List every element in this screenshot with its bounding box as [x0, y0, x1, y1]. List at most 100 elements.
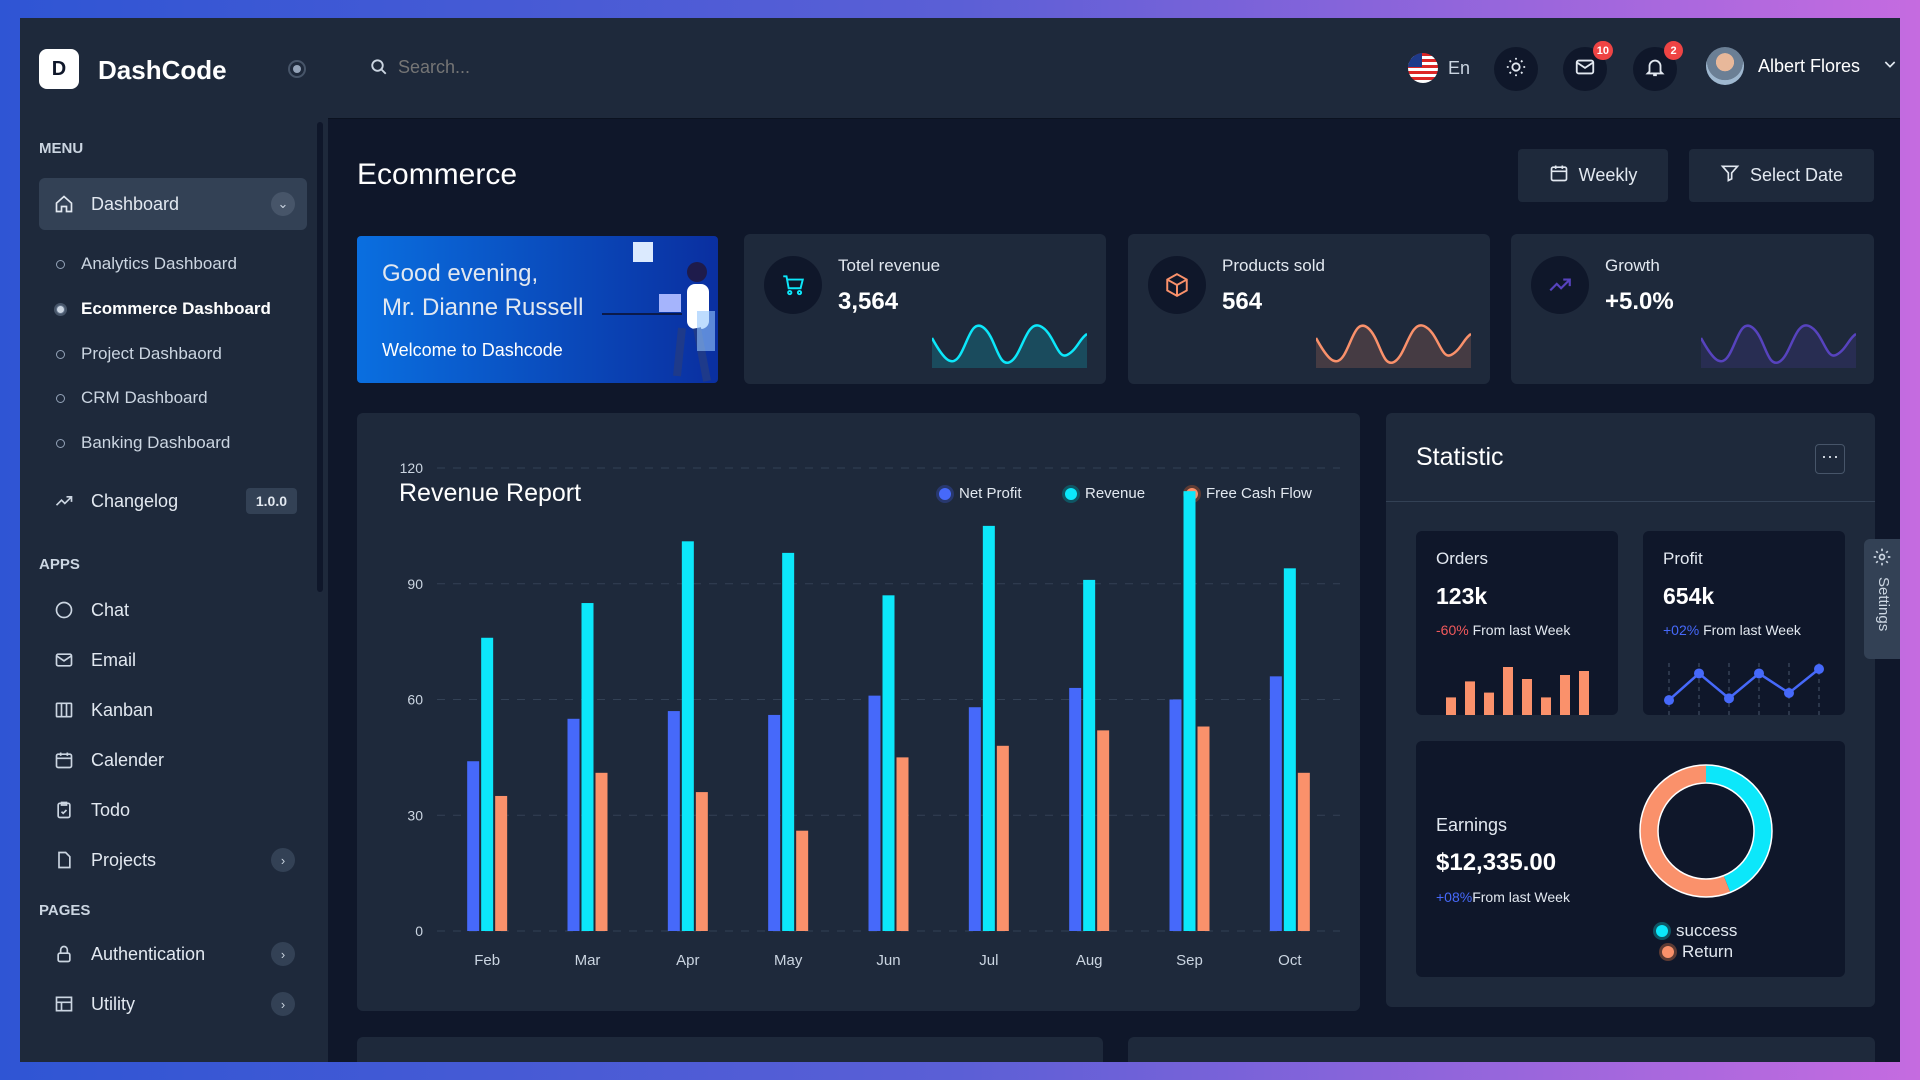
bullet-icon: [56, 349, 65, 359]
more-options-button[interactable]: ···: [1815, 444, 1845, 474]
pages-section-label: PAGES: [39, 902, 91, 919]
avatar: [1706, 47, 1744, 85]
donut-outline: [1657, 782, 1755, 880]
sidebar-subitem-project[interactable]: Project Dashbaord: [56, 344, 222, 364]
brand-logo[interactable]: D: [39, 49, 79, 89]
profit-value: 654k: [1663, 583, 1715, 609]
sidebar-item-label: Authentication: [91, 943, 206, 964]
profit-point: [1664, 695, 1674, 706]
search-icon[interactable]: [370, 58, 388, 81]
sidebar-scrollbar[interactable]: [317, 122, 323, 592]
bar-free-cash-flow: [796, 830, 809, 931]
notifications-button[interactable]: 2: [1633, 41, 1683, 91]
trending-up-icon: [1531, 256, 1589, 314]
logo-letter: D: [51, 57, 67, 80]
x-tick-label: Apr: [676, 952, 699, 969]
bar-free-cash-flow: [495, 795, 508, 931]
language-selector[interactable]: En: [1408, 53, 1470, 83]
sidebar-item-authentication[interactable]: Authentication ›: [39, 930, 307, 978]
theme-toggle-button[interactable]: [1494, 47, 1538, 91]
user-menu[interactable]: Albert Flores: [1706, 47, 1898, 85]
sidebar-item-projects[interactable]: Projects ›: [39, 836, 307, 884]
orders-bar: [1560, 675, 1570, 715]
sidebar-item-calendar[interactable]: Calender: [39, 736, 307, 784]
stat-card-growth: Growth +5.0%: [1511, 234, 1874, 384]
stat-label: Totel revenue: [838, 256, 941, 275]
earnings-box: Earnings $12,335.00 +08%From last Week s…: [1416, 741, 1845, 977]
revenue-sparkline: [932, 324, 1087, 368]
bar-net-profit: [1169, 699, 1182, 931]
profit-point: [1814, 664, 1824, 674]
bar-revenue: [1083, 579, 1096, 931]
profit-point: [1694, 668, 1704, 679]
search-input[interactable]: [398, 52, 798, 82]
version-badge: 1.0.0: [245, 488, 297, 514]
x-tick-label: Oct: [1278, 952, 1302, 969]
sidebar-subitem-crm[interactable]: CRM Dashboard: [56, 388, 208, 408]
earnings-change-value: +08%: [1436, 889, 1473, 905]
sidebar-subitem-banking[interactable]: Banking Dashboard: [56, 433, 230, 453]
growth-sparkline: [1701, 324, 1856, 368]
bar-revenue: [982, 525, 995, 931]
mail-count-badge: 10: [1592, 41, 1613, 60]
y-tick-label: 120: [400, 460, 424, 476]
bar-net-profit: [1269, 676, 1282, 931]
sidebar-item-email[interactable]: Email: [39, 636, 307, 684]
chevron-right-icon[interactable]: ›: [271, 942, 295, 966]
x-tick-label: Aug: [1076, 952, 1103, 969]
settings-tab-label: Settings: [1875, 577, 1892, 632]
orders-bar: [1579, 671, 1589, 715]
orders-mini-chart: [1446, 667, 1589, 715]
user-full-name: Mr. Dianne Russell: [382, 294, 584, 321]
bar-revenue: [1283, 568, 1296, 931]
profit-line: [1668, 668, 1820, 702]
statistic-card: Statistic ··· Orders 123k -60% From last…: [1386, 413, 1875, 1007]
legend-revenue[interactable]: Revenue: [1065, 485, 1145, 502]
sidebar-subitem-ecommerce[interactable]: Ecommerce Dashboard: [56, 299, 271, 319]
sidebar-item-kanban[interactable]: Kanban: [39, 686, 307, 734]
sidebar-subitem-analytics[interactable]: Analytics Dashboard: [56, 254, 237, 274]
bar-revenue: [882, 595, 895, 931]
legend-net-profit[interactable]: Net Profit: [939, 485, 1022, 502]
bar-net-profit: [1069, 687, 1082, 931]
weekly-button[interactable]: Weekly: [1518, 149, 1668, 202]
x-tick-label: May: [774, 952, 803, 969]
statistic-title: Statistic: [1416, 443, 1504, 471]
bottom-card-right: [1128, 1037, 1875, 1062]
chevron-right-icon[interactable]: ›: [271, 848, 295, 872]
select-date-button[interactable]: Select Date: [1689, 149, 1874, 202]
earnings-change: +08%From last Week: [1436, 889, 1570, 905]
chevron-right-icon[interactable]: ›: [271, 992, 295, 1016]
sidebar-collapse-toggle[interactable]: [288, 60, 306, 78]
sidebar-item-dashboard[interactable]: Dashboard ⌄: [39, 178, 307, 230]
sidebar-item-chat[interactable]: Chat: [39, 586, 307, 634]
profit-point: [1754, 668, 1764, 679]
person-illustration: [602, 242, 715, 382]
x-tick-label: Mar: [575, 952, 601, 969]
sidebar-item-label: Email: [91, 649, 137, 670]
orders-box: Orders 123k -60% From last Week: [1416, 531, 1618, 715]
sidebar-item-todo[interactable]: Todo: [39, 786, 307, 834]
legend-success[interactable]: success: [1656, 921, 1737, 941]
top-header: En 10 2 Albert Flores: [328, 18, 1900, 119]
legend-return[interactable]: Return: [1662, 942, 1733, 962]
sidebar-item-changelog[interactable]: Changelog 1.0.0: [39, 477, 307, 525]
profit-box: Profit 654k +02% From last Week: [1643, 531, 1845, 715]
revenue-bar-chart: 0 30 60 90 120 Feb Mar Apr May Jun Jul Aug Sep Oct: [400, 460, 1340, 969]
mail-icon: [53, 649, 75, 671]
chart-title: Revenue Report: [399, 479, 582, 507]
profit-label: Profit: [1663, 549, 1703, 568]
chevron-down-icon[interactable]: ⌄: [271, 192, 295, 216]
sidebar-item-label: Changelog: [91, 490, 179, 511]
box-icon: [1148, 256, 1206, 314]
x-tick-label: Feb: [474, 952, 500, 969]
mail-button[interactable]: 10: [1563, 41, 1613, 91]
cart-icon: [764, 256, 822, 314]
bar-net-profit: [868, 695, 881, 931]
profit-change-text: From last Week: [1703, 622, 1801, 638]
settings-tab[interactable]: Settings: [1864, 539, 1900, 659]
bar-revenue: [681, 541, 694, 931]
bar-free-cash-flow: [1297, 772, 1310, 931]
sidebar-item-utility[interactable]: Utility ›: [39, 980, 307, 1028]
trending-up-icon: [53, 490, 75, 512]
